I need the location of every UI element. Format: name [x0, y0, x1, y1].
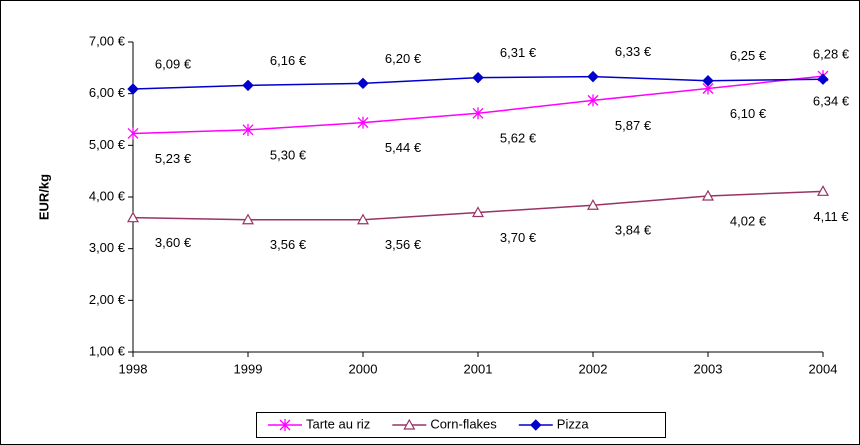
data-label: 5,62 € [500, 131, 537, 146]
data-label: 6,25 € [730, 48, 767, 63]
x-tick-label: 2001 [464, 361, 493, 376]
data-point [472, 107, 484, 120]
data-point [701, 189, 715, 201]
data-label: 5,87 € [615, 118, 652, 133]
data-label: 4,11 € [813, 209, 849, 224]
legend-marker [530, 419, 542, 431]
data-label: 6,33 € [615, 44, 652, 59]
y-tick-label: 7,00 € [89, 33, 126, 48]
y-tick-label: 3,00 € [89, 240, 126, 255]
data-point [472, 71, 484, 84]
data-point [127, 83, 139, 95]
data-point [356, 213, 370, 225]
data-label: 5,30 € [270, 147, 307, 162]
data-label: 3,70 € [500, 230, 537, 245]
data-point [471, 206, 485, 218]
legend-box [256, 412, 666, 438]
legend-label: Pizza [557, 416, 590, 431]
x-tick-label: 2003 [694, 361, 723, 376]
data-label: 5,23 € [155, 151, 192, 166]
data-label: 6,31 € [500, 45, 537, 60]
data-point [816, 185, 830, 196]
y-tick-label: 6,00 € [89, 85, 126, 100]
data-point [702, 75, 714, 87]
data-point [357, 116, 369, 129]
data-label: 6,10 € [730, 106, 767, 121]
x-tick-label: 2002 [579, 361, 608, 376]
y-tick-label: 5,00 € [89, 137, 126, 152]
data-label: 4,02 € [730, 213, 767, 228]
legend-marker [279, 419, 291, 431]
data-point [126, 211, 140, 223]
legend-label: Tarte au riz [306, 416, 370, 431]
data-point [242, 79, 254, 92]
legend-label: Corn-flakes [430, 416, 497, 431]
data-label: 3,56 € [270, 237, 307, 252]
y-tick-label: 2,00 € [89, 292, 126, 307]
data-point [817, 73, 829, 85]
data-label: 6,34 € [813, 94, 850, 109]
data-point [357, 77, 369, 90]
data-point [242, 123, 254, 136]
legend-marker [403, 418, 416, 430]
data-point [587, 70, 599, 83]
data-label: 6,16 € [270, 53, 307, 68]
y-axis-label: EUR/kg [36, 174, 51, 220]
data-label: 3,84 € [615, 223, 652, 238]
data-point [586, 199, 600, 210]
data-point [241, 213, 255, 225]
x-tick-label: 1999 [234, 361, 263, 376]
data-label: 6,20 € [385, 51, 422, 66]
data-point [127, 127, 139, 140]
y-tick-label: 4,00 € [89, 188, 126, 203]
data-label: 6,28 € [813, 47, 850, 62]
data-point [587, 94, 599, 107]
y-tick-label: 1,00 € [89, 343, 126, 358]
x-tick-label: 2004 [809, 361, 838, 376]
data-label: 3,60 € [155, 235, 192, 250]
data-label: 3,56 € [385, 237, 422, 252]
x-tick-label: 2000 [349, 361, 378, 376]
data-label: 6,09 € [155, 56, 192, 71]
x-tick-label: 1998 [119, 361, 148, 376]
data-label: 5,44 € [385, 140, 422, 155]
